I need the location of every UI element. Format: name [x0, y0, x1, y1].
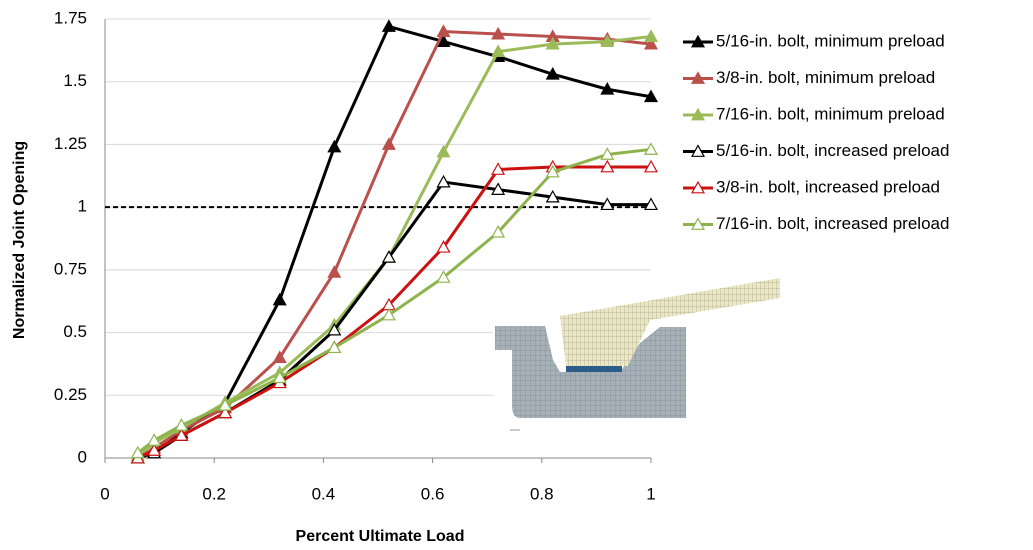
data-point: [274, 294, 286, 305]
data-point: [383, 21, 395, 32]
data-point: [328, 141, 340, 152]
x-tick-label: 1: [646, 484, 655, 503]
legend-label: 3/8-in. bolt, minimum preload: [716, 68, 935, 87]
legend-label: 3/8-in. bolt, increased preload: [716, 177, 940, 196]
x-tick-label: 0.4: [312, 484, 336, 503]
y-tick-label: 1: [78, 197, 87, 216]
y-axis-title: Normalized Joint Opening: [11, 141, 28, 339]
legend-label: 5/16-in. bolt, minimum preload: [716, 31, 945, 50]
x-tick-label: 0.8: [530, 484, 554, 503]
x-tick-label: 0: [100, 484, 109, 503]
y-tick-label: 0.5: [63, 322, 87, 341]
y-tick-label: 1.25: [54, 134, 87, 153]
x-axis-title: Percent Ultimate Load: [296, 528, 465, 545]
data-point: [438, 146, 450, 157]
y-tick-label: 0.75: [54, 259, 87, 278]
legend-label: 5/16-in. bolt, increased preload: [716, 141, 949, 160]
y-tick-label: 0: [78, 447, 87, 466]
x-tick-label: 0.6: [421, 484, 445, 503]
y-tick-label: 1.5: [63, 71, 87, 90]
x-tick-label: 0.2: [202, 484, 226, 503]
y-tick-label: 0.25: [54, 385, 87, 404]
fe-model-inset: [493, 278, 783, 442]
y-tick-label: 1.75: [54, 8, 87, 27]
data-point: [383, 138, 395, 149]
legend-label: 7/16-in. bolt, minimum preload: [716, 104, 945, 123]
legend-label: 7/16-in. bolt, increased preload: [716, 214, 949, 233]
chart: Normalized Joint Opening Percent Ultimat…: [0, 0, 1033, 550]
data-point: [328, 266, 340, 277]
